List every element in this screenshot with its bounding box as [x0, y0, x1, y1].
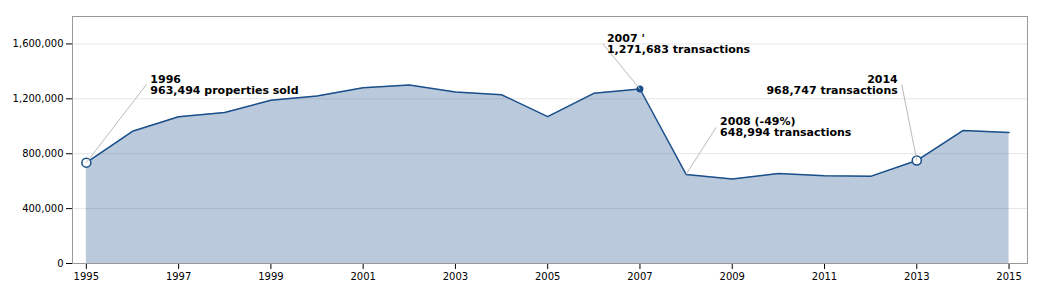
svg-text:2014968,747 transactions: 2014968,747 transactions: [766, 73, 898, 97]
svg-text:1,200,000: 1,200,000: [13, 93, 64, 104]
svg-text:2011: 2011: [812, 271, 837, 282]
svg-text:2009: 2009: [720, 271, 745, 282]
svg-text:1997: 1997: [166, 271, 191, 282]
svg-text:400,000: 400,000: [22, 203, 63, 214]
svg-text:1996963,494 properties sold: 1996963,494 properties sold: [150, 73, 298, 97]
svg-text:1,600,000: 1,600,000: [13, 38, 64, 49]
svg-text:1999: 1999: [258, 271, 283, 282]
svg-text:2005: 2005: [535, 271, 560, 282]
svg-text:2013: 2013: [904, 271, 929, 282]
svg-text:2008 (-49%)648,994 transaction: 2008 (-49%)648,994 transactions: [720, 115, 852, 139]
svg-text:0: 0: [57, 258, 63, 269]
svg-text:2007: 2007: [627, 271, 652, 282]
svg-text:1995: 1995: [74, 271, 99, 282]
svg-text:2007 '1,271,683 transactions: 2007 '1,271,683 transactions: [607, 32, 751, 56]
svg-text:2003: 2003: [443, 271, 468, 282]
svg-text:800,000: 800,000: [22, 148, 63, 159]
svg-text:2001: 2001: [350, 271, 375, 282]
svg-text:2015: 2015: [996, 271, 1021, 282]
